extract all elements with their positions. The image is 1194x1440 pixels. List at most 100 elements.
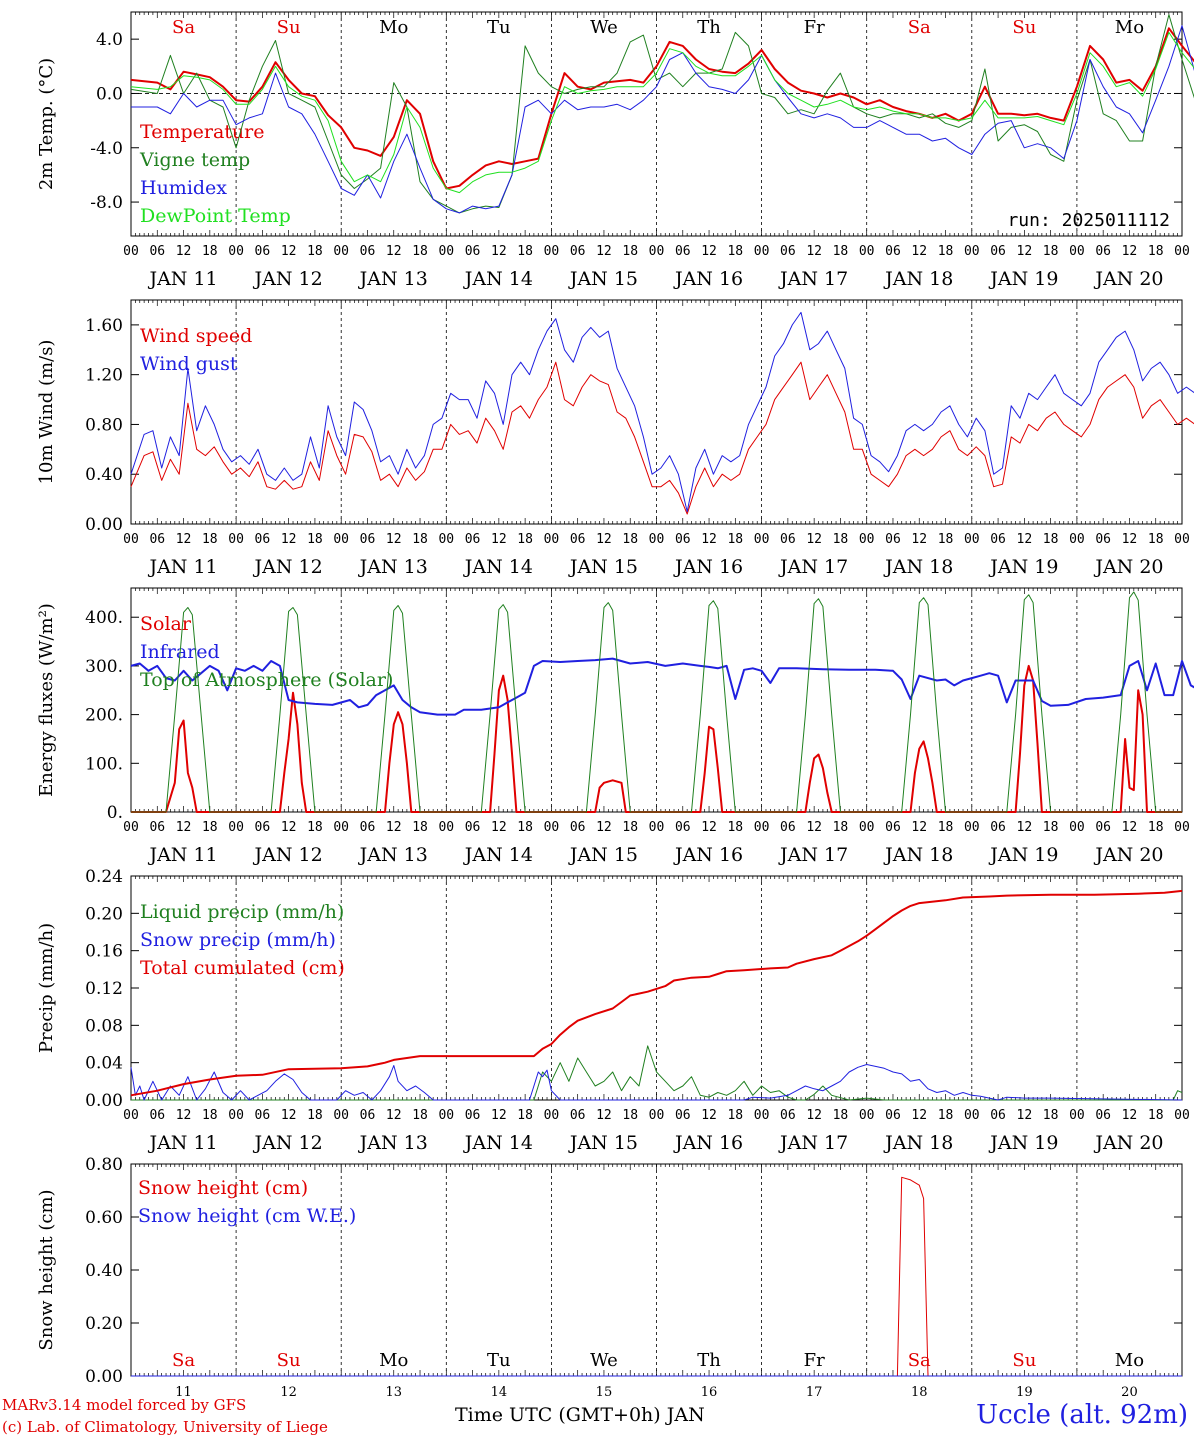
x-hour-label: 12 — [1122, 1108, 1138, 1123]
x-hour-label: 00 — [859, 1108, 875, 1123]
x-hour-label: 00 — [544, 244, 560, 259]
x-hour-label: 18 — [727, 532, 743, 547]
x-date-label: JAN 17 — [778, 844, 848, 866]
legend-entry: Top of Atmosphere (Solar) — [140, 669, 393, 691]
x-hour-label: 12 — [911, 244, 927, 259]
series-line-liquid-precip-mm-h- — [131, 1045, 1183, 1101]
y-tick-label: 0.24 — [85, 867, 123, 887]
x-date-label: JAN 12 — [253, 268, 323, 290]
x-hour-label: 06 — [675, 1108, 691, 1123]
x-hour-label: 00 — [228, 532, 244, 547]
x-hour-label: 00 — [754, 532, 770, 547]
x-hour-label: 18 — [938, 820, 954, 835]
x-hour-label: 12 — [176, 1108, 192, 1123]
x-date-label: JAN 15 — [568, 556, 638, 578]
run-annotation: run: 2025011112 — [1007, 210, 1170, 231]
x-hour-label: 00 — [964, 1108, 980, 1123]
series-line-dewpoint-temp — [130, 31, 1194, 194]
x-date-label: JAN 19 — [988, 268, 1058, 290]
x-hour-label: 06 — [1095, 820, 1111, 835]
x-date-label: JAN 11 — [147, 268, 217, 290]
x-hour-label: 18 — [622, 1108, 638, 1123]
x-hour-label: 12 — [806, 244, 822, 259]
x-date-label: JAN 20 — [1093, 844, 1163, 866]
x-hour-label: 12 — [281, 532, 297, 547]
x-hour-label: 00 — [964, 244, 980, 259]
x-hour-label: 12 — [911, 1108, 927, 1123]
weekday-label: Mo — [1115, 1350, 1144, 1371]
x-date-label: JAN 19 — [988, 844, 1058, 866]
x-hour-label: 00 — [1069, 244, 1085, 259]
x-date-label: JAN 18 — [883, 268, 953, 290]
x-hour-label: 00 — [228, 244, 244, 259]
x-hour-label: 18 — [517, 532, 533, 547]
x-day-label: 16 — [701, 1385, 718, 1400]
x-hour-label: 12 — [911, 532, 927, 547]
weekday-label: Su — [1012, 17, 1036, 38]
x-day-label: 12 — [280, 1385, 297, 1400]
x-hour-label: 06 — [675, 244, 691, 259]
series-line-snow-height-cm- — [131, 1176, 1182, 1377]
x-hour-label: 00 — [123, 244, 139, 259]
x-date-label: JAN 17 — [778, 268, 848, 290]
series-line-humidex — [131, 25, 1194, 214]
y-tick-label: 400. — [85, 608, 123, 628]
x-hour-label: 06 — [255, 532, 271, 547]
x-hour-label: 00 — [438, 244, 454, 259]
y-tick-label: 0.80 — [85, 415, 123, 435]
x-hour-label: 00 — [964, 532, 980, 547]
x-hour-label: 00 — [333, 1108, 349, 1123]
x-hour-label: 12 — [701, 1108, 717, 1123]
x-hour-label: 18 — [517, 244, 533, 259]
x-hour-label: 18 — [833, 820, 849, 835]
x-hour-label: 06 — [465, 244, 481, 259]
x-date-label: JAN 17 — [778, 556, 848, 578]
x-date-label: JAN 20 — [1093, 556, 1163, 578]
x-hour-label: 12 — [1017, 1108, 1033, 1123]
x-date-label: JAN 14 — [463, 556, 533, 578]
x-date-label: JAN 14 — [463, 1132, 533, 1154]
y-axis-title: 2m Temp. (°C) — [36, 58, 57, 190]
plot-frame — [130, 299, 1183, 525]
x-date-label: JAN 11 — [147, 1132, 217, 1154]
x-hour-label: 18 — [202, 1108, 218, 1123]
weekday-label: Tu — [487, 1350, 511, 1371]
x-hour-label: 00 — [544, 820, 560, 835]
x-hour-label: 00 — [333, 532, 349, 547]
x-hour-label: 12 — [176, 820, 192, 835]
x-date-label: JAN 17 — [778, 1132, 848, 1154]
x-hour-label: 12 — [281, 1108, 297, 1123]
x-hour-label: 12 — [176, 532, 192, 547]
x-day-label: 19 — [1016, 1385, 1033, 1400]
x-hour-label: 06 — [465, 1108, 481, 1123]
y-tick-label: 100. — [85, 754, 123, 774]
x-hour-label: 12 — [806, 1108, 822, 1123]
x-hour-label: 00 — [1174, 820, 1190, 835]
y-axis-title: Energy fluxes (W/m²) — [36, 603, 57, 797]
x-hour-label: 18 — [833, 532, 849, 547]
y-tick-label: 0.00 — [85, 1367, 123, 1387]
x-hour-label: 06 — [149, 820, 165, 835]
x-hour-label: 18 — [938, 1108, 954, 1123]
x-hour-label: 06 — [360, 532, 376, 547]
x-hour-label: 00 — [438, 1108, 454, 1123]
x-hour-label: 00 — [649, 820, 665, 835]
x-hour-label: 06 — [780, 1108, 796, 1123]
y-tick-label: -8.0 — [90, 193, 123, 213]
legend-entry: Humidex — [140, 177, 227, 199]
x-date-label: JAN 13 — [358, 1132, 428, 1154]
series-line-snow-precip-mm-h- — [130, 1064, 1183, 1101]
panel-2: 1.60 1.20 0.80 0.40 0.00 10m Wind (m/s) 00 06 12… — [36, 299, 1194, 578]
y-axis-title: Precip (mm/h) — [36, 923, 57, 1053]
weekday-label: Th — [697, 1350, 721, 1371]
x-date-label: JAN 14 — [463, 844, 533, 866]
x-hour-label: 12 — [386, 820, 402, 835]
legend-entry: Wind speed — [140, 325, 252, 347]
model-credit: MARv3.14 model forced by GFS — [2, 1396, 247, 1414]
y-axis-title: 10m Wind (m/s) — [36, 340, 57, 485]
y-tick-label: 1.60 — [85, 316, 123, 336]
x-hour-label: 06 — [149, 244, 165, 259]
x-date-label: JAN 15 — [568, 268, 638, 290]
x-hour-label: 18 — [517, 820, 533, 835]
x-hour-label: 06 — [465, 820, 481, 835]
